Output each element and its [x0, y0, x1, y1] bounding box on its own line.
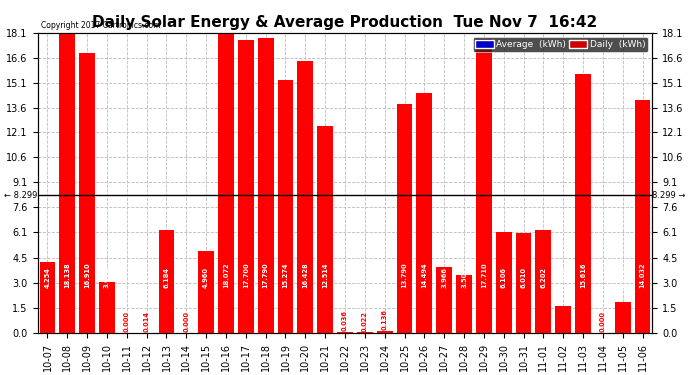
Text: 14.032: 14.032 [640, 262, 646, 288]
Bar [59, 32, 75, 333]
Text: 0.000: 0.000 [184, 311, 189, 332]
Bar [297, 61, 313, 333]
Text: Copyright 2017 Cartronics.com: Copyright 2017 Cartronics.com [41, 21, 160, 30]
Text: 15.274: 15.274 [282, 262, 288, 288]
Text: 13.790: 13.790 [402, 262, 408, 288]
Bar [635, 100, 651, 333]
Text: 16.428: 16.428 [302, 262, 308, 288]
Text: 12.514: 12.514 [322, 262, 328, 288]
Bar [198, 251, 214, 333]
Text: 3.966: 3.966 [441, 267, 447, 288]
Bar [218, 33, 234, 333]
Text: 0.136: 0.136 [382, 309, 388, 330]
Text: 1.840: 1.840 [620, 267, 626, 288]
Bar [456, 275, 472, 333]
Text: 3.502: 3.502 [461, 267, 467, 288]
Bar [238, 40, 254, 333]
Text: 16.910: 16.910 [84, 262, 90, 288]
Text: 1.596: 1.596 [560, 267, 566, 288]
Bar [615, 302, 631, 333]
Bar [39, 262, 55, 333]
Bar [535, 230, 551, 333]
Bar [377, 331, 393, 333]
Text: 4.254: 4.254 [44, 267, 50, 288]
Text: 6.010: 6.010 [520, 267, 526, 288]
Bar [79, 53, 95, 333]
Legend: Average  (kWh), Daily  (kWh): Average (kWh), Daily (kWh) [473, 38, 648, 52]
Text: 17.700: 17.700 [243, 262, 249, 288]
Text: 0.000: 0.000 [600, 311, 606, 332]
Text: 6.202: 6.202 [540, 267, 546, 288]
Bar [277, 80, 293, 333]
Text: 14.494: 14.494 [422, 262, 427, 288]
Text: 6.106: 6.106 [501, 267, 506, 288]
Text: ← 8.299: ← 8.299 [4, 191, 37, 200]
Text: 6.184: 6.184 [164, 267, 170, 288]
Bar [515, 233, 531, 333]
Bar [159, 230, 175, 333]
Text: 0.036: 0.036 [342, 310, 348, 332]
Bar [476, 39, 492, 333]
Bar [397, 104, 413, 333]
Text: 8.299 →: 8.299 → [653, 191, 686, 200]
Text: 3.062: 3.062 [104, 267, 110, 288]
Text: 4.960: 4.960 [203, 267, 209, 288]
Bar [555, 306, 571, 333]
Text: 18.138: 18.138 [64, 262, 70, 288]
Bar [436, 267, 452, 333]
Text: 18.072: 18.072 [223, 262, 229, 288]
Text: 17.710: 17.710 [481, 262, 487, 288]
Title: Daily Solar Energy & Average Production  Tue Nov 7  16:42: Daily Solar Energy & Average Production … [92, 15, 598, 30]
Bar [495, 232, 511, 333]
Text: 0.000: 0.000 [124, 311, 130, 332]
Bar [317, 126, 333, 333]
Bar [258, 38, 274, 333]
Text: 0.022: 0.022 [362, 310, 368, 332]
Text: 15.616: 15.616 [580, 262, 586, 288]
Bar [416, 93, 432, 333]
Bar [575, 74, 591, 333]
Text: 0.014: 0.014 [144, 311, 150, 332]
Bar [99, 282, 115, 333]
Bar [337, 332, 353, 333]
Text: 17.790: 17.790 [263, 262, 268, 288]
